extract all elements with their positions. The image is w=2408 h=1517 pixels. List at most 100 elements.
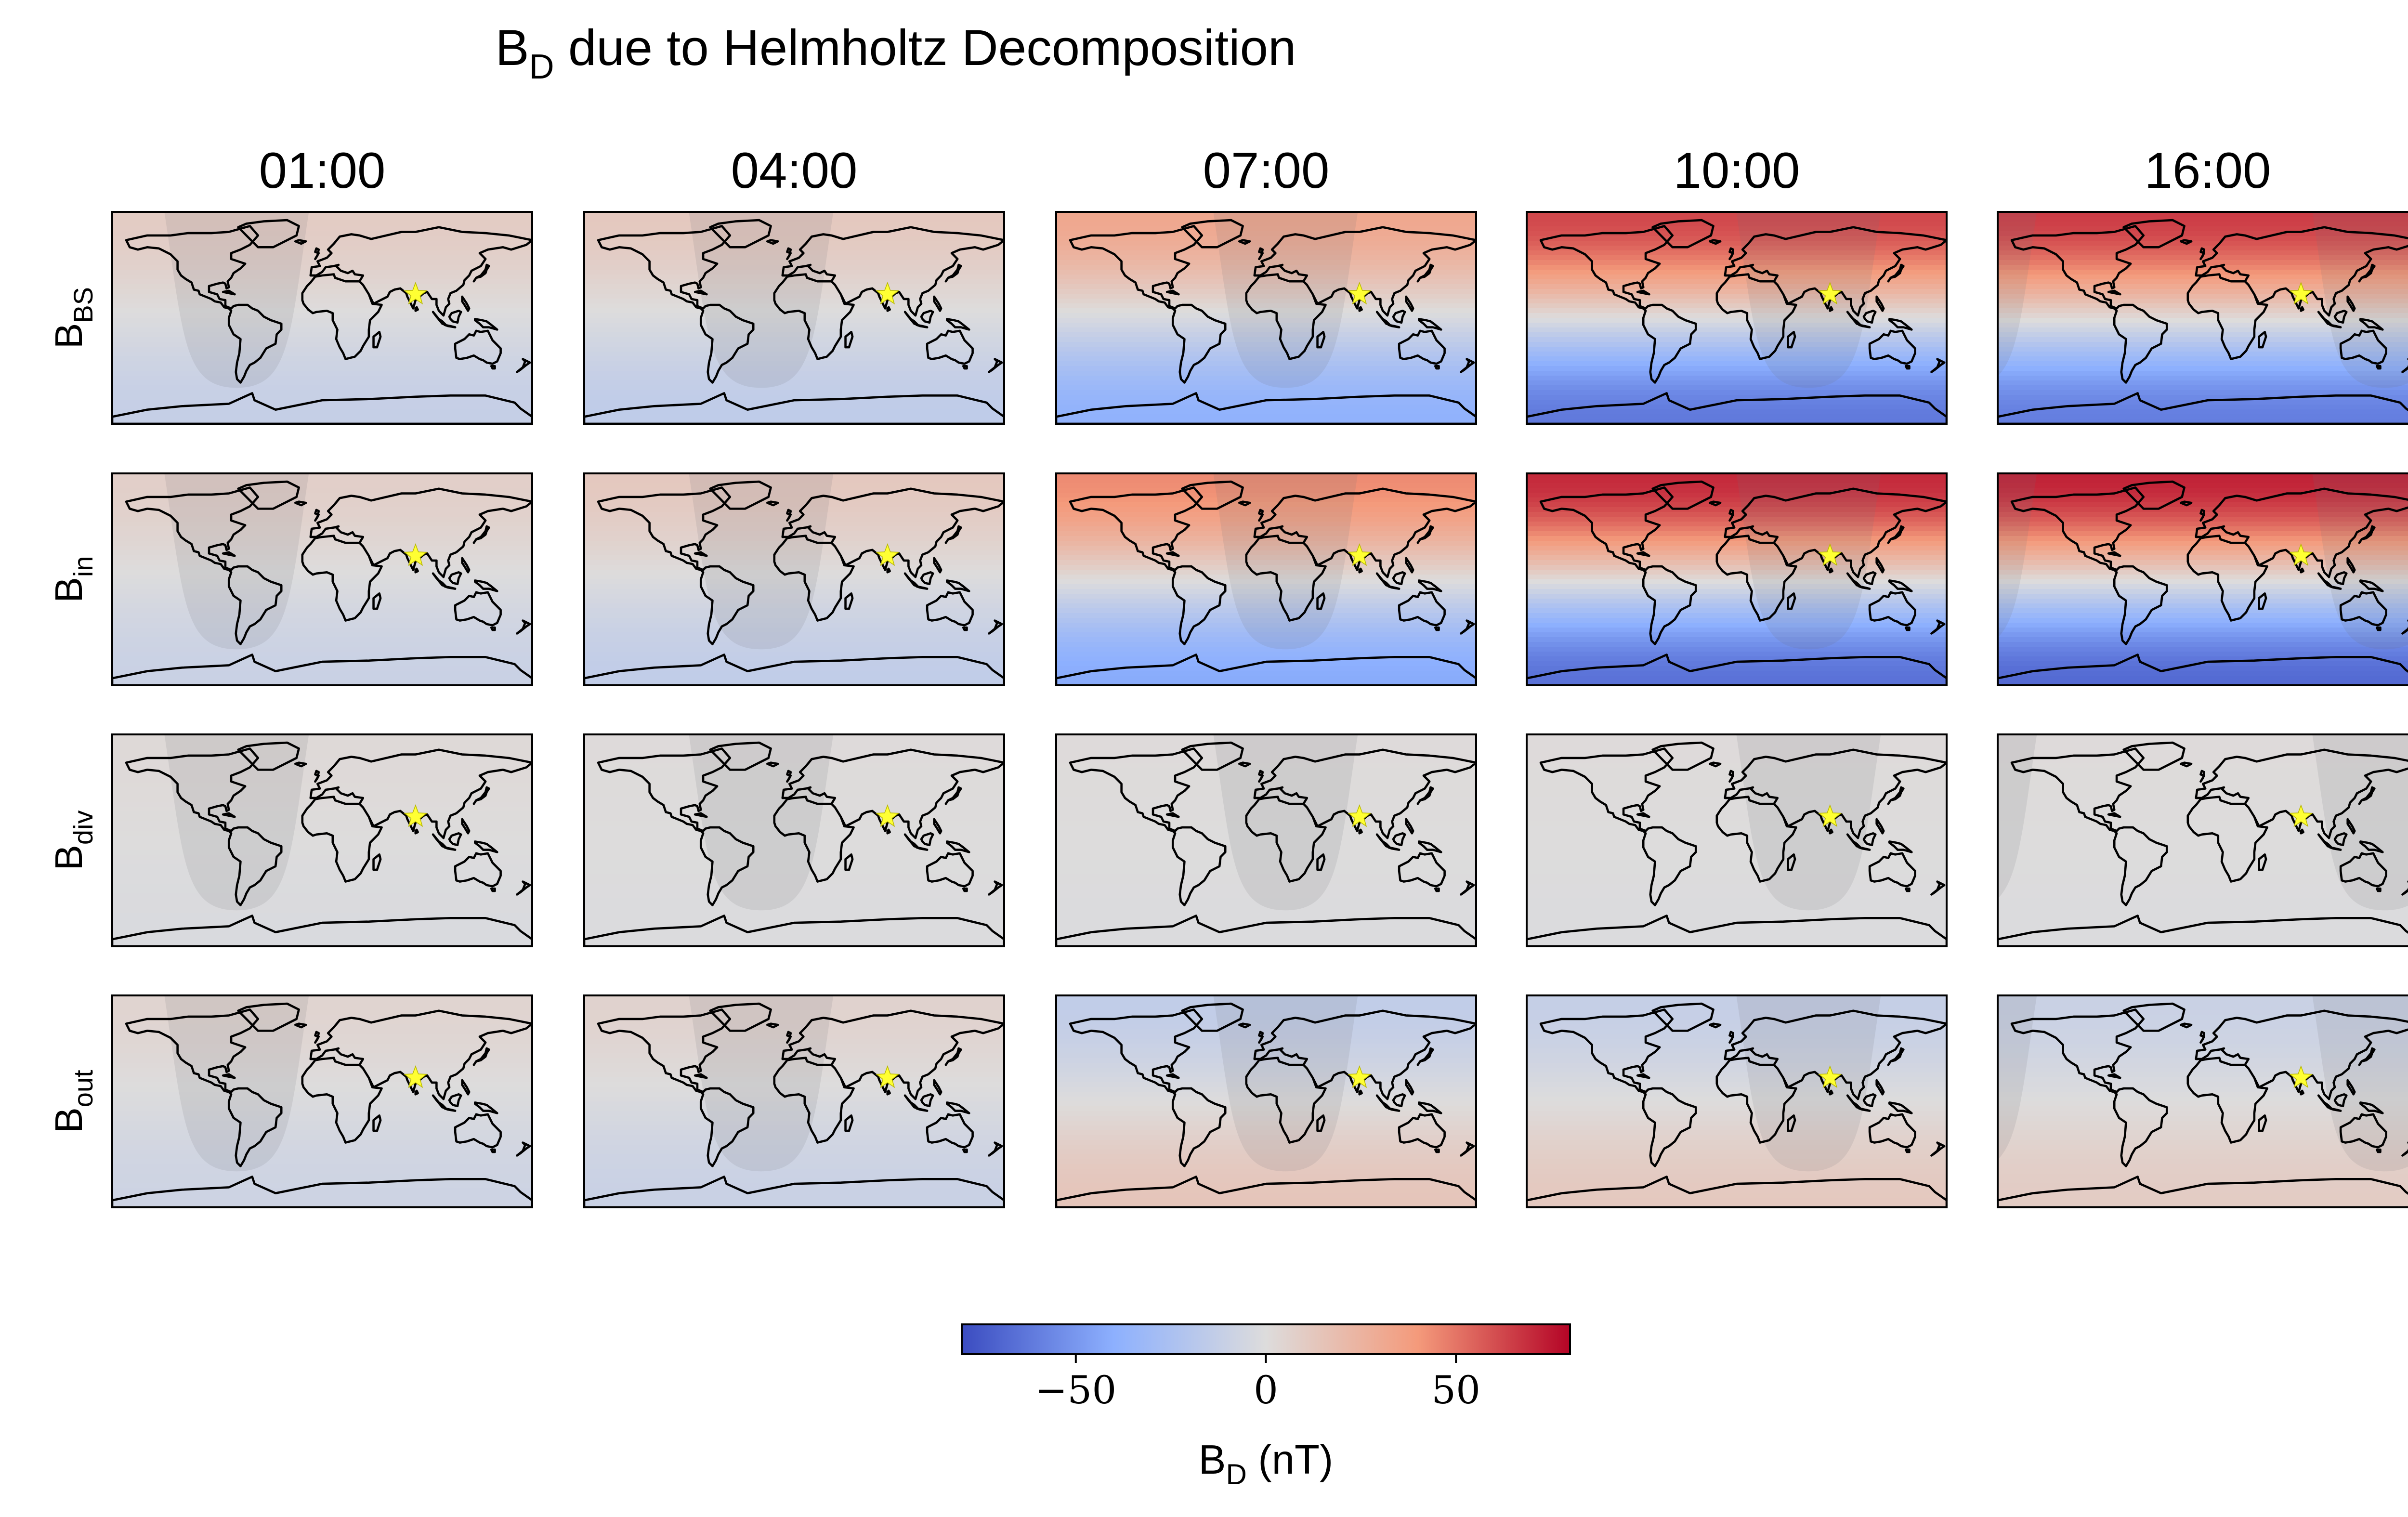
field-band xyxy=(112,342,532,347)
field-band xyxy=(112,671,532,676)
field-band xyxy=(1056,327,1476,333)
field-bands xyxy=(1527,212,1947,424)
field-band xyxy=(1527,332,1947,338)
field-band xyxy=(1998,405,2408,410)
station-marker xyxy=(403,543,428,566)
field-band xyxy=(1056,361,1476,366)
field-band xyxy=(1056,1164,1476,1169)
field-band xyxy=(1998,763,2408,769)
field-band xyxy=(112,879,532,884)
field-band xyxy=(1527,826,1947,831)
field-band xyxy=(584,555,1004,561)
field-band xyxy=(1056,575,1476,580)
field-band xyxy=(1056,927,1476,932)
field-band xyxy=(1998,1111,2408,1116)
field-band xyxy=(584,676,1004,681)
field-band xyxy=(1527,1039,1947,1044)
field-band xyxy=(1056,546,1476,551)
field-band xyxy=(584,1087,1004,1092)
field-band xyxy=(112,903,532,908)
field-band xyxy=(1998,1082,2408,1087)
field-band xyxy=(584,1178,1004,1184)
field-band xyxy=(1056,1121,1476,1126)
field-band xyxy=(584,845,1004,850)
field-band xyxy=(1056,816,1476,822)
field-band xyxy=(1527,889,1947,894)
field-band xyxy=(584,594,1004,599)
field-band xyxy=(112,390,532,395)
field-band xyxy=(584,884,1004,889)
field-band xyxy=(1527,922,1947,928)
night-region xyxy=(1736,995,1881,1172)
field-band xyxy=(1998,869,2408,875)
field-band xyxy=(112,889,532,894)
field-band xyxy=(112,546,532,551)
field-band xyxy=(1056,1005,1476,1010)
field-band xyxy=(1998,337,2408,342)
field-band xyxy=(584,526,1004,532)
field-band xyxy=(1056,632,1476,638)
field-band xyxy=(1998,874,2408,879)
field-band xyxy=(1998,637,2408,642)
station-marker xyxy=(1818,804,1842,827)
field-band xyxy=(584,637,1004,642)
field-band xyxy=(1056,889,1476,894)
field-band xyxy=(112,666,532,671)
field-band xyxy=(1527,802,1947,807)
map-panel xyxy=(1997,733,2408,947)
map-panel xyxy=(583,211,1005,425)
field-band xyxy=(1527,473,1947,479)
field-band xyxy=(1527,1111,1947,1116)
field-band xyxy=(584,478,1004,484)
field-band xyxy=(584,347,1004,352)
field-band xyxy=(584,778,1004,783)
field-band xyxy=(1527,560,1947,565)
field-band xyxy=(584,1145,1004,1150)
field-band xyxy=(112,637,532,642)
field-band xyxy=(112,507,532,512)
field-band xyxy=(584,212,1004,217)
field-band xyxy=(112,656,532,662)
nightside-shade xyxy=(1736,734,1881,911)
field-band xyxy=(584,744,1004,749)
field-band xyxy=(112,294,532,299)
field-band xyxy=(1527,594,1947,599)
field-band xyxy=(1998,927,2408,932)
field-band xyxy=(584,1000,1004,1006)
field-band xyxy=(584,763,1004,769)
figure-title: BD due to Helmholtz Decomposition xyxy=(496,20,1296,86)
field-band xyxy=(1056,1150,1476,1155)
field-band xyxy=(1527,1183,1947,1189)
field-band xyxy=(1527,236,1947,241)
field-band xyxy=(1998,758,2408,764)
field-band xyxy=(1056,676,1476,681)
field-band xyxy=(1056,1068,1476,1073)
field-band xyxy=(1998,850,2408,855)
field-band xyxy=(1527,1020,1947,1025)
field-band xyxy=(112,884,532,889)
field-band xyxy=(1527,749,1947,754)
field-band xyxy=(1056,488,1476,493)
field-band xyxy=(112,1058,532,1063)
field-band xyxy=(584,318,1004,323)
field-band xyxy=(1056,1039,1476,1044)
field-band xyxy=(584,1140,1004,1145)
panel-frame xyxy=(1055,994,1477,1208)
field-band xyxy=(1527,289,1947,294)
panel-frame xyxy=(1055,733,1477,947)
field-band xyxy=(1998,1024,2408,1030)
field-band xyxy=(1527,555,1947,561)
field-band xyxy=(1527,676,1947,681)
field-band xyxy=(1527,250,1947,256)
field-band xyxy=(112,478,532,484)
field-band xyxy=(1998,1072,2408,1078)
field-band xyxy=(1527,768,1947,773)
field-band xyxy=(1056,734,1476,740)
field-band xyxy=(1056,608,1476,614)
field-band xyxy=(1998,356,2408,362)
field-band xyxy=(584,1039,1004,1044)
field-band xyxy=(112,226,532,232)
field-band xyxy=(584,517,1004,522)
field-band xyxy=(1998,864,2408,870)
column-title: 16:00 xyxy=(2145,143,2271,199)
